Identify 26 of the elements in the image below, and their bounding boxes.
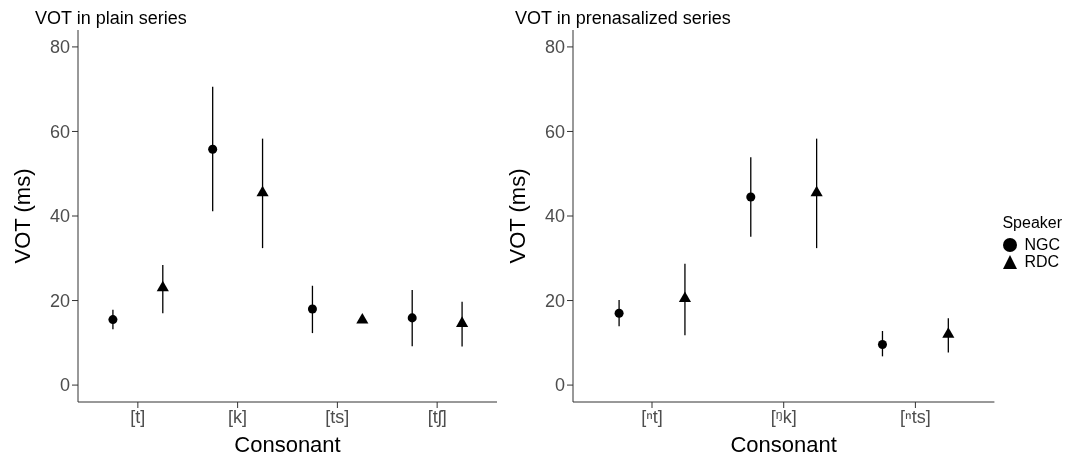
x-axis-title: Consonant <box>234 432 341 457</box>
x-tick-label: [ts] <box>325 406 350 427</box>
y-tick-label: 40 <box>544 206 565 227</box>
y-tick-label: 60 <box>544 121 565 142</box>
legend-label: NGC <box>1024 236 1060 253</box>
y-tick-label: 20 <box>544 290 565 311</box>
chart-title: VOT in prenasalized series <box>515 8 731 29</box>
x-tick-label: [ᵑk] <box>770 406 797 427</box>
x-tick-label: [ⁿts] <box>900 406 931 427</box>
y-tick-label: 80 <box>544 37 565 58</box>
chart-title: VOT in plain series <box>35 8 187 29</box>
legend-label: RDC <box>1024 253 1060 270</box>
y-tick-label: 80 <box>49 37 70 58</box>
y-axis-title: VOT (ms) <box>9 168 35 264</box>
y-axis-title: VOT (ms) <box>504 168 530 264</box>
y-tick-label: 60 <box>49 121 70 142</box>
x-tick-label: [k] <box>228 406 248 427</box>
legend-title: Speaker <box>1002 214 1062 232</box>
x-tick-label: [t] <box>130 406 146 427</box>
x-axis-title: Consonant <box>730 432 837 457</box>
y-tick-label: 0 <box>554 375 565 396</box>
x-tick-label: [tʃ] <box>427 406 447 427</box>
y-tick-label: 0 <box>59 375 70 396</box>
x-tick-label: [ⁿt] <box>641 406 663 427</box>
y-tick-label: 40 <box>49 206 70 227</box>
y-tick-label: 20 <box>49 290 70 311</box>
